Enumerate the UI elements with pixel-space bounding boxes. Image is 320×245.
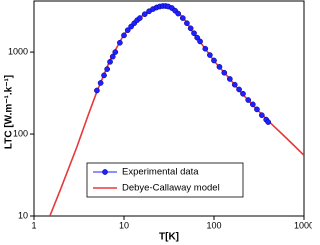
data-point xyxy=(104,66,111,72)
data-point xyxy=(265,119,272,125)
data-point xyxy=(101,72,107,79)
data-point xyxy=(117,39,123,46)
x-tick-label: 1 xyxy=(31,220,36,230)
plot-area xyxy=(49,3,304,216)
data-point xyxy=(194,34,201,41)
plot-frame xyxy=(33,0,305,217)
data-point xyxy=(136,15,143,21)
chart: T[K] LTC [W.m⁻¹.k⁻¹] 1 10 100 1000101001000… xyxy=(4,0,312,243)
legend-swatch-marker xyxy=(102,169,108,175)
data-point xyxy=(254,106,260,113)
data-point xyxy=(109,53,116,60)
data-point xyxy=(216,64,223,70)
legend-label: Debye-Callaway model xyxy=(122,183,220,194)
data-point xyxy=(226,76,233,82)
data-point xyxy=(94,87,100,94)
x-axis-title: T[K] xyxy=(159,232,179,243)
y-axis-title: LTC [W.m⁻¹.k⁻¹] xyxy=(4,75,15,149)
data-point xyxy=(231,81,238,88)
data-point xyxy=(141,11,148,18)
y-tick-label: 10 xyxy=(18,210,28,220)
data-point xyxy=(184,20,190,27)
data-point xyxy=(175,10,182,17)
data-point xyxy=(97,80,104,86)
data-point xyxy=(258,112,265,119)
data-point xyxy=(249,101,256,108)
data-point xyxy=(245,97,252,103)
x-tick-label: 10 xyxy=(119,220,129,230)
data-point xyxy=(187,25,194,32)
data-point xyxy=(112,49,119,55)
x-tick-label: 1000 xyxy=(294,220,312,230)
legend-label: Experimental data xyxy=(122,167,199,178)
data-point xyxy=(107,58,113,65)
y-tick-label: 1000 xyxy=(8,46,28,56)
data-point xyxy=(191,30,197,37)
data-point xyxy=(240,90,246,97)
data-point xyxy=(124,27,131,34)
data-point xyxy=(202,45,209,52)
data-point xyxy=(179,15,186,21)
data-point xyxy=(121,32,127,39)
data-point xyxy=(211,57,217,64)
data-point xyxy=(197,38,203,45)
legend-box xyxy=(86,162,244,198)
data-point xyxy=(236,86,242,93)
x-tick-label: 100 xyxy=(206,220,221,230)
y-tick-label: 100 xyxy=(13,128,28,138)
data-point xyxy=(221,69,228,76)
data-point xyxy=(207,52,213,58)
